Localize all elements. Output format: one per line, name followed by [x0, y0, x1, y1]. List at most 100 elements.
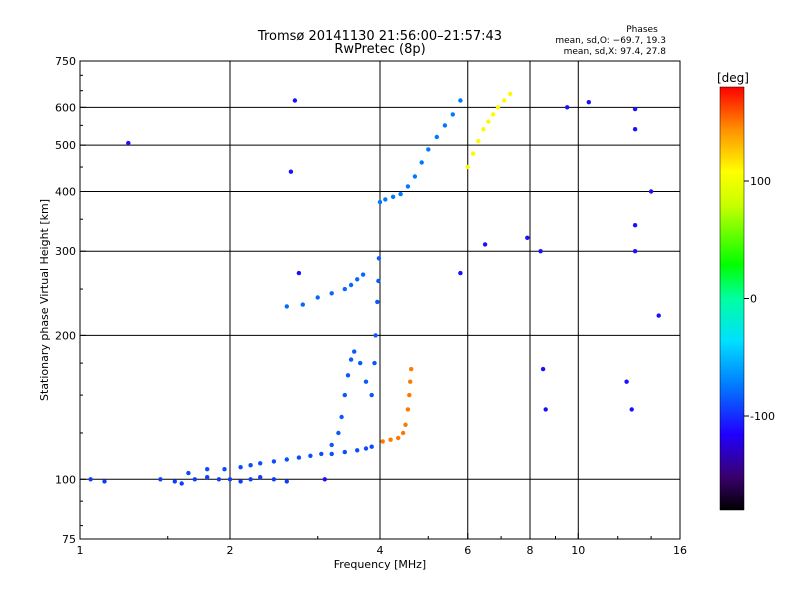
colorbar: [719, 86, 745, 511]
echo-point: [481, 127, 486, 132]
echo-point: [491, 112, 496, 117]
echo-point: [632, 127, 638, 132]
echo-point: [238, 479, 243, 484]
echo-point: [369, 444, 374, 449]
echo-point: [407, 392, 412, 398]
echo-point: [88, 477, 93, 482]
phases-o-stats: mean, sd,O: −69.7, 19.3: [555, 36, 666, 46]
echo-point: [632, 106, 638, 112]
echo-point: [284, 304, 289, 309]
echo-point: [376, 256, 382, 261]
echo-point: [329, 451, 334, 457]
x-tick-label: 10: [571, 544, 585, 557]
echo-point: [342, 392, 347, 398]
echo-point: [482, 242, 488, 247]
echo-point: [186, 470, 191, 476]
echo-point: [158, 477, 163, 482]
x-tick-label: 4: [377, 544, 384, 557]
echo-point: [352, 349, 357, 354]
echo-point: [339, 414, 344, 420]
colorbar-tick-label: 100: [750, 175, 771, 188]
echo-point: [258, 461, 263, 466]
echo-point: [412, 174, 418, 179]
echo-point: [373, 333, 378, 338]
colorbar-label: [deg]: [717, 71, 749, 85]
echo-point: [319, 451, 324, 457]
echo-point: [192, 477, 197, 482]
echo-point: [248, 463, 253, 468]
x-axis-label: Frequency [MHz]: [334, 558, 426, 571]
echo-point: [632, 223, 638, 228]
y-tick-label: 600: [55, 101, 76, 114]
echo-point: [258, 475, 263, 480]
phases-heading: Phases: [626, 25, 658, 35]
echo-point: [629, 407, 634, 412]
x-tick-label: 16: [673, 544, 687, 557]
y-tick-label: 500: [55, 139, 76, 152]
echo-point: [284, 479, 289, 484]
echo-point: [383, 197, 388, 202]
echo-point: [322, 477, 327, 482]
echo-point: [543, 407, 548, 412]
echo-point: [348, 357, 354, 362]
chart-title: Tromsø 20141130 21:56:00–21:57:43: [257, 29, 502, 44]
echo-point: [656, 313, 661, 318]
echo-point: [538, 249, 543, 254]
grid-lines: [80, 61, 680, 539]
echo-point: [442, 123, 448, 128]
echo-point: [363, 446, 369, 451]
x-tick-label: 8: [527, 544, 534, 557]
echo-point: [172, 479, 177, 484]
data-points: [88, 91, 661, 486]
echo-point: [342, 449, 347, 455]
echo-point: [403, 422, 408, 427]
echo-point: [375, 299, 380, 305]
echo-point: [398, 191, 403, 197]
echo-point: [458, 98, 463, 103]
echo-point: [315, 295, 320, 300]
y-tick-label: 75: [62, 533, 76, 546]
axis-ticks: 1 2 4 6 8 10 16 75 100 200 300 400 500 600 750: [55, 55, 687, 557]
echo-point: [502, 98, 507, 103]
echo-point: [360, 272, 366, 277]
echo-point: [271, 477, 277, 482]
echo-point: [508, 91, 513, 97]
echo-point: [458, 270, 463, 276]
echo-point: [434, 134, 439, 140]
echo-point: [648, 189, 654, 194]
echo-point: [426, 147, 431, 152]
echo-point: [284, 457, 289, 462]
echo-point: [376, 278, 381, 284]
echo-point: [450, 112, 455, 117]
echo-point: [408, 379, 413, 384]
echo-point: [486, 119, 491, 124]
echo-point: [377, 199, 383, 205]
echo-point: [380, 439, 385, 444]
echo-point: [405, 184, 411, 189]
echo-point: [296, 270, 302, 276]
x-tick-label: 2: [227, 544, 234, 557]
echo-point: [624, 379, 629, 384]
colorbar-tick-label: 0: [750, 293, 757, 306]
echo-point: [345, 373, 351, 378]
echo-point: [342, 286, 347, 292]
echo-point: [355, 277, 360, 282]
echo-point: [540, 366, 546, 372]
phases-x-stats: mean, sd,X: 97.4, 27.8: [564, 47, 667, 57]
echo-point: [419, 160, 424, 165]
echo-point: [292, 98, 298, 103]
echo-point: [388, 437, 393, 442]
echo-point: [369, 392, 374, 398]
echo-point: [179, 481, 184, 486]
colorbar-ticks: 100 0 -100: [744, 175, 775, 423]
echo-point: [358, 360, 363, 366]
echo-point: [329, 291, 334, 296]
y-axis-label: Stationary phase Virtual Height [km]: [38, 199, 51, 401]
echo-point: [409, 366, 414, 372]
echo-point: [205, 467, 210, 472]
echo-point: [565, 105, 570, 110]
echo-point: [300, 302, 305, 307]
echo-point: [336, 430, 341, 436]
echo-point: [308, 453, 313, 458]
echo-point: [222, 467, 227, 472]
